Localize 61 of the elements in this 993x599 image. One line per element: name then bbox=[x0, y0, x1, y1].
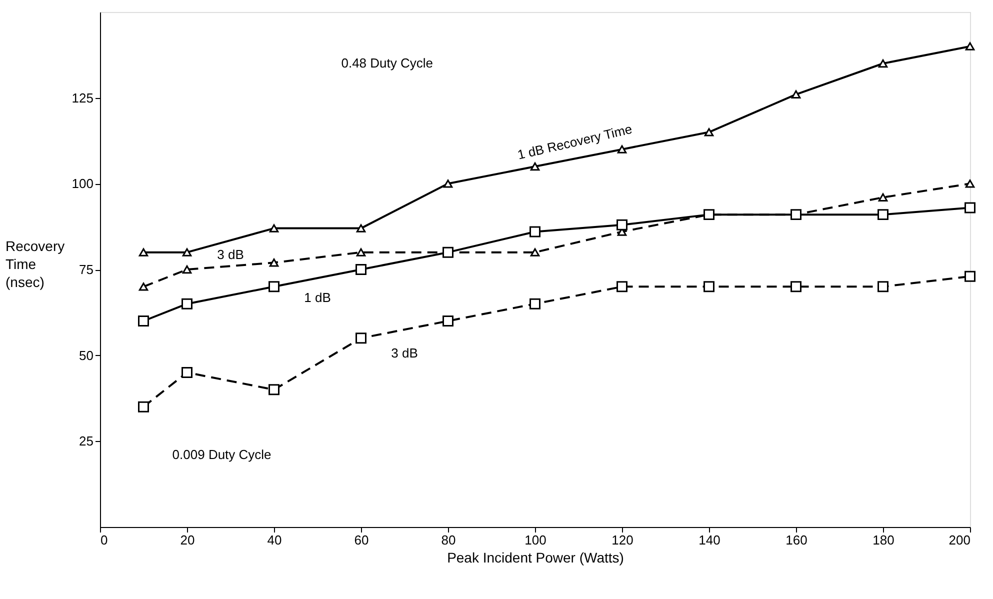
point bbox=[138, 282, 148, 291]
y-axis-title: Recovery Time (nsec) bbox=[6, 238, 65, 290]
point bbox=[443, 180, 453, 188]
point bbox=[878, 209, 888, 220]
point bbox=[269, 258, 279, 267]
annotation: 0.009 Duty Cycle bbox=[172, 446, 272, 462]
point bbox=[878, 281, 888, 292]
point bbox=[182, 367, 192, 378]
x-tick-label: 100 bbox=[524, 532, 546, 548]
point bbox=[530, 226, 540, 238]
x-tick-label: 60 bbox=[354, 532, 369, 548]
y-tick-label: 125 bbox=[72, 90, 94, 106]
point bbox=[530, 248, 540, 256]
point bbox=[965, 180, 975, 188]
point bbox=[964, 202, 976, 214]
point bbox=[182, 265, 192, 274]
point bbox=[530, 298, 540, 310]
point bbox=[356, 332, 366, 344]
series-label: 1 dB bbox=[304, 290, 331, 306]
point bbox=[356, 264, 366, 275]
point bbox=[356, 224, 366, 232]
point bbox=[704, 281, 714, 292]
point bbox=[442, 316, 454, 326]
point bbox=[791, 90, 801, 99]
point bbox=[530, 162, 540, 171]
text: 1 dB Recovery Time bbox=[516, 121, 634, 162]
y-tick-label: 25 bbox=[79, 434, 94, 449]
point bbox=[268, 384, 280, 396]
y-tick-label: 75 bbox=[79, 262, 94, 277]
series-label: 3 dB bbox=[391, 346, 418, 361]
x-tick-label: 180 bbox=[872, 532, 894, 548]
point bbox=[182, 298, 192, 310]
point bbox=[356, 248, 366, 256]
point bbox=[138, 401, 149, 412]
y-tick-label: 100 bbox=[72, 176, 94, 192]
x-tick-label: 160 bbox=[786, 532, 808, 548]
point bbox=[964, 270, 976, 282]
point bbox=[138, 316, 149, 326]
point bbox=[269, 224, 279, 232]
x-tick-label: 40 bbox=[267, 532, 282, 548]
point bbox=[138, 248, 148, 256]
x-tick-label: 20 bbox=[180, 532, 195, 548]
x-axis-title: Peak Incident Power (Watts) bbox=[447, 550, 624, 566]
point bbox=[182, 248, 192, 256]
point bbox=[268, 281, 280, 292]
point bbox=[616, 281, 628, 292]
point bbox=[790, 281, 802, 292]
point bbox=[616, 219, 628, 230]
point bbox=[878, 193, 888, 202]
x-tick-label: 140 bbox=[698, 532, 720, 548]
annotation: 0.48 Duty Cycle bbox=[341, 56, 433, 70]
point bbox=[878, 59, 888, 68]
y-tick-label: 50 bbox=[79, 348, 94, 363]
point bbox=[704, 128, 714, 136]
point bbox=[617, 145, 627, 154]
point bbox=[965, 42, 975, 50]
x-tick-label: 80 bbox=[441, 532, 456, 548]
x-tick-label: 200 bbox=[948, 532, 970, 548]
x-tick-label: 0 bbox=[100, 532, 108, 548]
x-tick-label: 120 bbox=[612, 532, 634, 548]
series-label: 3 dB bbox=[217, 247, 244, 262]
